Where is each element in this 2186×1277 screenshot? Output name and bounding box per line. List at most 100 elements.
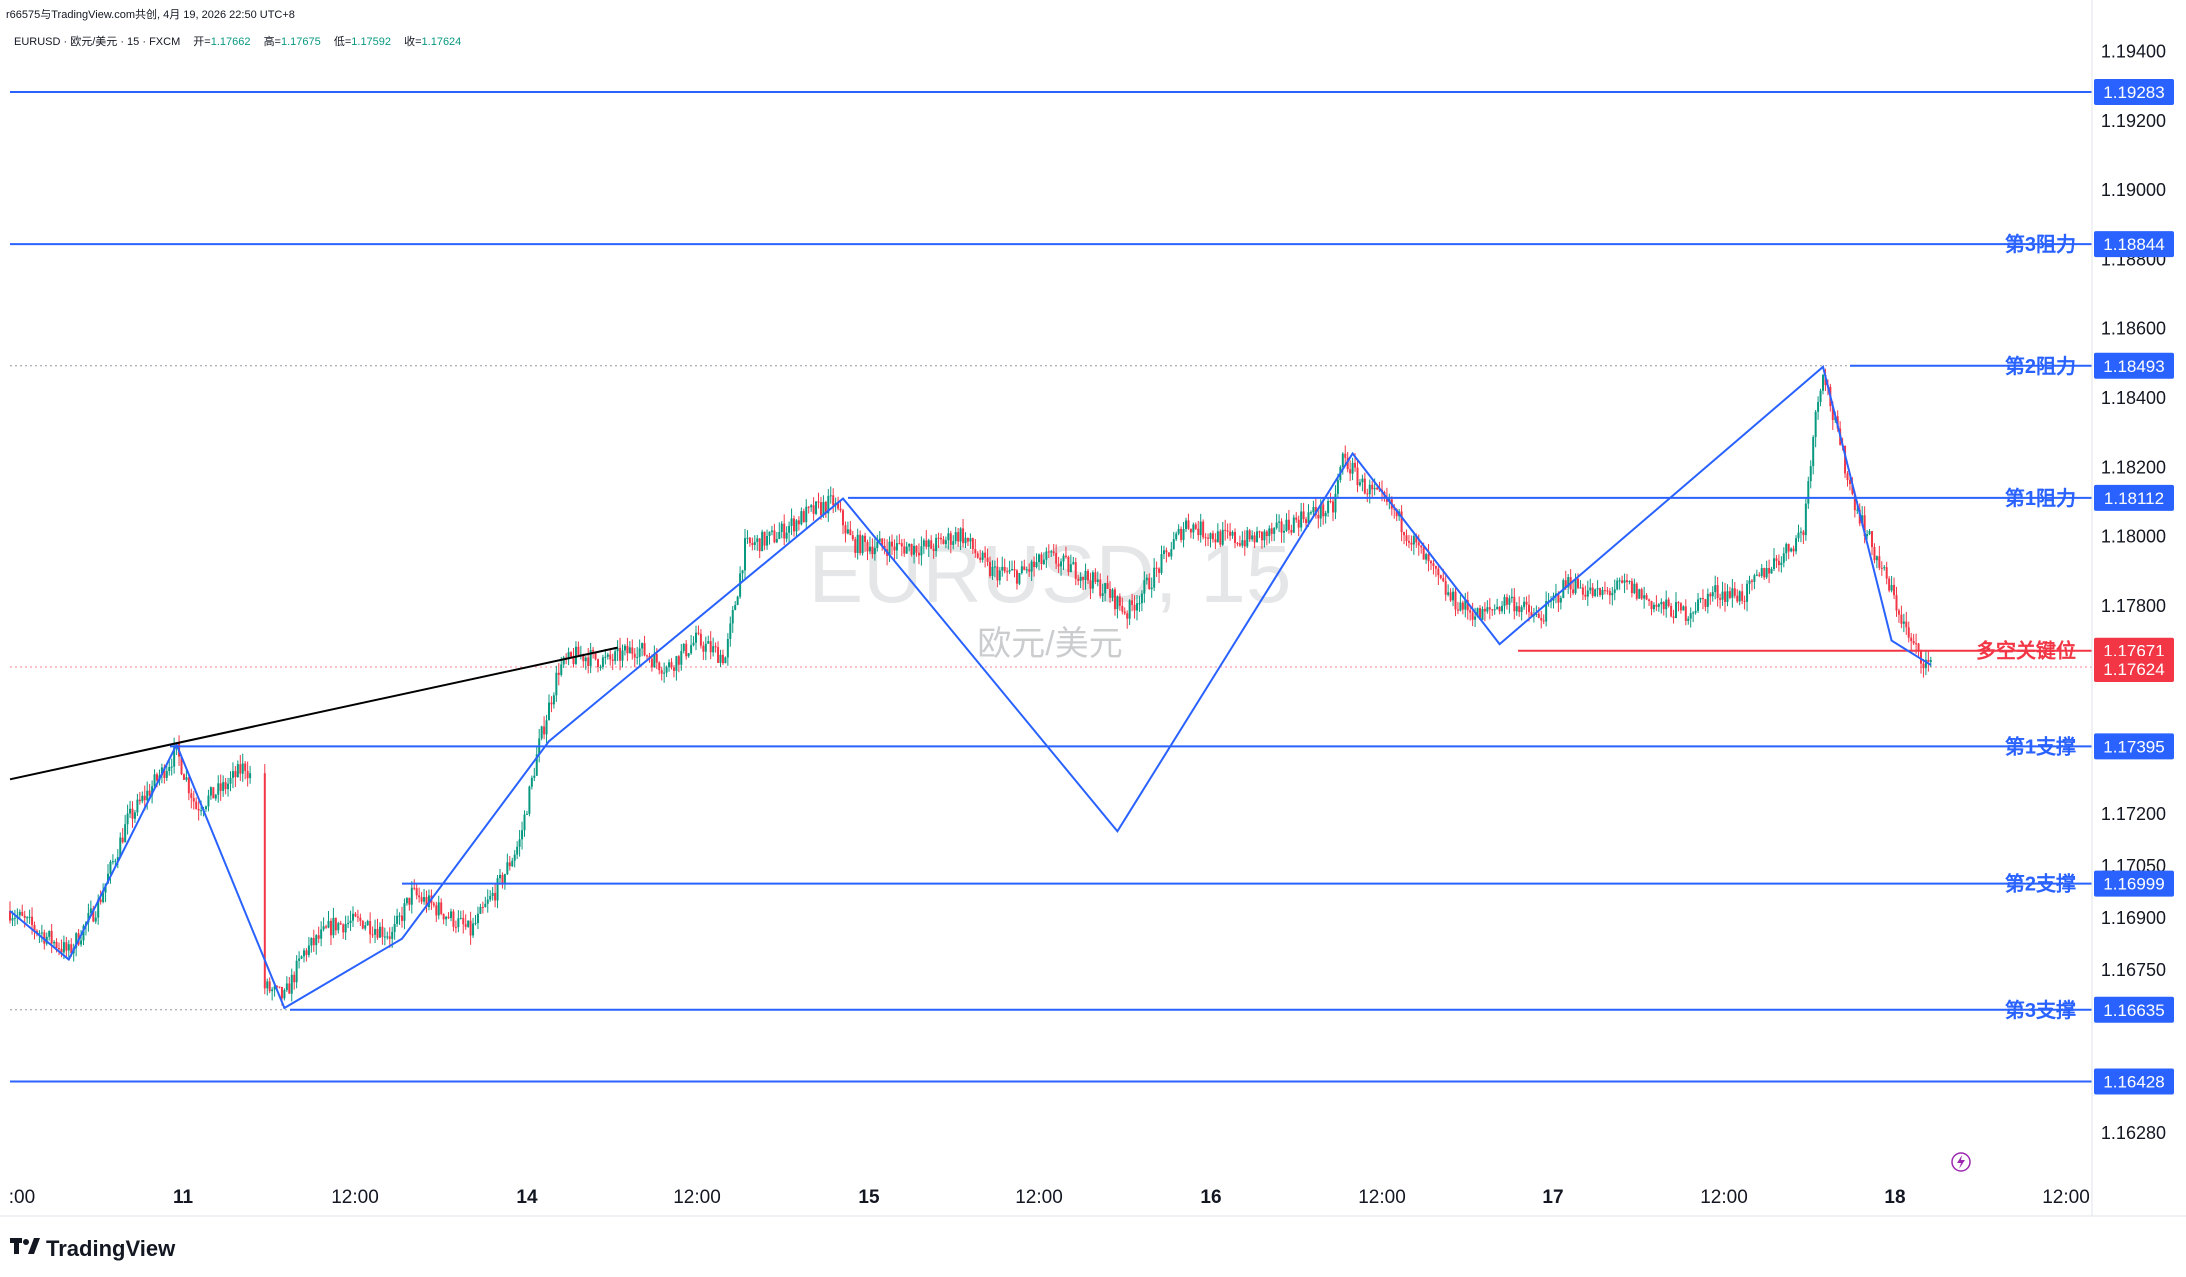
candle-body bbox=[1025, 569, 1028, 571]
candle-body bbox=[908, 543, 911, 547]
candle-body bbox=[1260, 531, 1263, 541]
candle-body bbox=[920, 546, 923, 556]
candle-body bbox=[959, 528, 962, 542]
candle-body bbox=[949, 533, 952, 545]
candle-body bbox=[1292, 517, 1295, 533]
candle-body bbox=[646, 655, 648, 657]
candle-body bbox=[1045, 551, 1048, 560]
candle-body bbox=[1545, 601, 1548, 622]
candle-body bbox=[195, 801, 198, 809]
candle-body bbox=[1540, 617, 1543, 621]
candle-body bbox=[1814, 411, 1817, 438]
watermark-name: 欧元/美元 bbox=[977, 625, 1122, 663]
candle-body bbox=[1866, 534, 1869, 537]
candle-body bbox=[303, 950, 305, 957]
candle-body bbox=[1410, 542, 1413, 545]
candle-body bbox=[1474, 616, 1477, 620]
watermark-ticker: EURUSD, 15 bbox=[808, 529, 1291, 620]
time-axis[interactable]: :00 11 12:00 14 12:00 15 12:00 16 12:00 17 12:00 18… bbox=[9, 1187, 2090, 1208]
candle-body bbox=[1927, 659, 1930, 663]
candle-body bbox=[1243, 540, 1246, 547]
candle-body bbox=[506, 862, 509, 875]
candle-body bbox=[805, 506, 808, 523]
x-tick-label: 12:00 bbox=[1358, 1187, 1406, 1208]
candle-body bbox=[966, 537, 969, 542]
candle-body bbox=[1042, 559, 1045, 564]
candle-body bbox=[1699, 597, 1702, 600]
candle-body bbox=[305, 950, 308, 956]
candle-body bbox=[1403, 532, 1406, 536]
price-tag-label: 1.16428 bbox=[2103, 1073, 2164, 1092]
candle-body bbox=[298, 958, 301, 961]
candle-body bbox=[266, 981, 269, 989]
candle-body bbox=[65, 942, 68, 951]
candle-body bbox=[922, 540, 925, 547]
candle-body bbox=[1143, 580, 1146, 594]
candle-body bbox=[1924, 659, 1927, 669]
candle-body bbox=[170, 766, 173, 768]
candle-body bbox=[981, 552, 984, 560]
candle-body bbox=[1219, 531, 1222, 545]
candle-body bbox=[636, 656, 639, 658]
candle-body bbox=[442, 913, 445, 920]
candle-body bbox=[621, 650, 624, 661]
candle-body bbox=[611, 659, 614, 661]
candle-body bbox=[454, 926, 457, 928]
candle-body bbox=[1395, 509, 1398, 517]
candle-body bbox=[1559, 597, 1562, 603]
candle-body bbox=[562, 657, 565, 665]
zigzag-line[interactable] bbox=[9, 365, 1932, 1010]
candle-body bbox=[1915, 643, 1918, 645]
price-axis[interactable]: 1.194001.192001.190001.188001.186001.184… bbox=[2101, 41, 2166, 1142]
candle-body bbox=[1062, 555, 1065, 562]
candle-body bbox=[440, 902, 443, 914]
candle-body bbox=[1893, 584, 1896, 596]
low-value: 1.17592 bbox=[351, 36, 392, 48]
candle-body bbox=[109, 861, 112, 874]
candle-body bbox=[1001, 566, 1004, 571]
candle-body bbox=[1074, 562, 1077, 579]
candle-body bbox=[1586, 590, 1589, 597]
candle-body bbox=[222, 782, 225, 791]
candle-body bbox=[334, 917, 337, 931]
candle-body bbox=[1743, 600, 1746, 602]
candle-body bbox=[1461, 602, 1464, 610]
trend-line[interactable] bbox=[9, 646, 618, 781]
candle-body bbox=[229, 777, 232, 784]
candle-body bbox=[1765, 568, 1768, 578]
candle-body bbox=[219, 783, 222, 791]
candle-body bbox=[418, 895, 421, 898]
candle-body bbox=[452, 911, 455, 927]
candle-body bbox=[1415, 536, 1418, 543]
candle-body bbox=[1728, 591, 1731, 598]
candle-body bbox=[1246, 530, 1249, 547]
candle-body bbox=[1072, 562, 1075, 565]
candle-body bbox=[138, 799, 141, 802]
candle-body bbox=[1496, 606, 1499, 610]
symbol-info[interactable]: EURUSD · 欧元/美元 · 15 · FXCM bbox=[14, 36, 181, 48]
candle-body bbox=[942, 539, 945, 545]
y-tick-label: 1.18000 bbox=[2101, 527, 2166, 547]
candle-body bbox=[143, 795, 146, 801]
candle-body bbox=[856, 534, 859, 553]
lightning-icon[interactable] bbox=[1951, 1152, 1971, 1172]
candle-body bbox=[1231, 531, 1234, 536]
candle-body bbox=[631, 647, 634, 654]
candle-body bbox=[1608, 591, 1611, 596]
candles bbox=[9, 368, 1932, 1006]
candle-body bbox=[1491, 609, 1494, 611]
candle-body bbox=[766, 535, 769, 546]
candle-body bbox=[986, 557, 989, 562]
candle-body bbox=[1758, 574, 1761, 576]
tradingview-logo[interactable]: TradingView bbox=[10, 1236, 175, 1262]
candle-body bbox=[1682, 606, 1685, 611]
candle-body bbox=[1574, 578, 1577, 594]
candle-body bbox=[396, 915, 399, 924]
candle-body bbox=[332, 917, 335, 936]
candle-body bbox=[447, 916, 450, 919]
candle-body bbox=[778, 531, 781, 539]
price-tag bbox=[2094, 870, 2174, 897]
candle-body bbox=[783, 523, 786, 539]
